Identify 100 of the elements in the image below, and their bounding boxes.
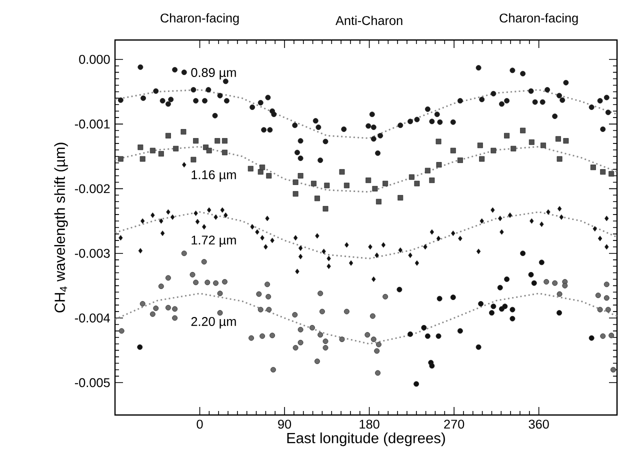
point xyxy=(202,224,206,230)
point xyxy=(372,276,376,282)
point xyxy=(414,180,420,186)
point xyxy=(478,301,484,307)
point xyxy=(298,340,304,346)
point xyxy=(265,216,270,222)
y-tick-label: -0.002 xyxy=(74,184,110,194)
point xyxy=(206,207,212,213)
point xyxy=(298,326,304,332)
point xyxy=(292,191,298,197)
point xyxy=(600,169,606,175)
series-label: 1.72 µm xyxy=(192,236,236,248)
point xyxy=(436,138,442,144)
y-tick-label: -0.003 xyxy=(74,248,110,258)
point xyxy=(322,345,328,350)
point xyxy=(344,182,350,188)
point xyxy=(298,173,304,178)
point xyxy=(450,294,456,300)
point xyxy=(429,363,435,369)
point xyxy=(605,306,611,312)
point xyxy=(382,180,388,186)
point xyxy=(140,301,146,307)
point xyxy=(322,338,328,344)
point xyxy=(318,332,324,338)
point xyxy=(217,290,223,296)
point xyxy=(264,244,268,250)
point xyxy=(598,236,602,242)
point xyxy=(260,164,266,170)
point xyxy=(270,332,276,338)
point xyxy=(165,275,171,281)
point xyxy=(366,178,372,184)
point xyxy=(398,195,404,200)
point xyxy=(451,230,456,236)
point xyxy=(552,280,558,286)
point xyxy=(504,276,510,282)
point xyxy=(222,138,228,144)
point xyxy=(326,264,331,270)
point xyxy=(540,222,544,227)
point xyxy=(182,162,186,168)
point xyxy=(158,284,164,290)
point xyxy=(408,252,412,258)
point xyxy=(292,345,298,350)
point xyxy=(258,306,264,312)
x-axis-title: East longitude (degrees) xyxy=(287,432,445,446)
y-tick-label: -0.004 xyxy=(74,314,110,322)
point xyxy=(520,128,526,134)
point xyxy=(344,308,350,314)
point xyxy=(498,216,502,222)
point xyxy=(204,280,210,286)
point xyxy=(457,158,463,163)
x-tick-label: 90 xyxy=(278,420,292,429)
text: Anti-Charon xyxy=(336,16,402,26)
point xyxy=(165,132,171,138)
point xyxy=(260,333,266,339)
point xyxy=(150,212,155,218)
y-axis-title: CH$_{4}$ wavelength shift (µm) xyxy=(54,142,68,312)
point xyxy=(266,173,272,178)
series-label: 2.20 µm xyxy=(191,317,236,329)
point xyxy=(563,138,569,144)
point xyxy=(540,142,546,148)
point xyxy=(510,306,516,312)
point xyxy=(429,178,435,184)
point xyxy=(510,316,516,322)
point xyxy=(370,313,376,319)
point xyxy=(172,306,178,312)
point xyxy=(266,306,272,312)
point xyxy=(194,210,198,216)
point xyxy=(166,209,170,215)
point xyxy=(556,156,562,162)
point xyxy=(173,146,179,152)
point xyxy=(153,306,159,312)
point xyxy=(538,260,544,266)
point xyxy=(597,306,603,312)
point xyxy=(150,311,156,317)
point xyxy=(298,245,303,251)
point xyxy=(314,358,320,364)
point xyxy=(193,138,199,144)
point xyxy=(436,333,442,339)
point xyxy=(206,148,212,154)
point xyxy=(318,290,324,296)
point xyxy=(590,164,596,170)
point xyxy=(159,218,164,224)
point xyxy=(608,171,614,177)
point xyxy=(250,224,254,230)
point xyxy=(315,233,320,239)
point xyxy=(490,148,496,154)
point xyxy=(595,292,601,298)
point xyxy=(508,212,512,218)
point xyxy=(322,206,328,212)
point xyxy=(408,331,414,337)
line-series xyxy=(114,292,618,345)
point xyxy=(322,248,326,254)
point xyxy=(255,229,260,235)
point xyxy=(292,312,298,318)
x-tick-label: 270 xyxy=(444,420,464,429)
x-tick-label: 360 xyxy=(528,420,549,429)
point xyxy=(500,229,504,235)
point xyxy=(396,286,402,292)
point xyxy=(546,209,550,215)
x-tick-label: 180 xyxy=(360,420,380,429)
